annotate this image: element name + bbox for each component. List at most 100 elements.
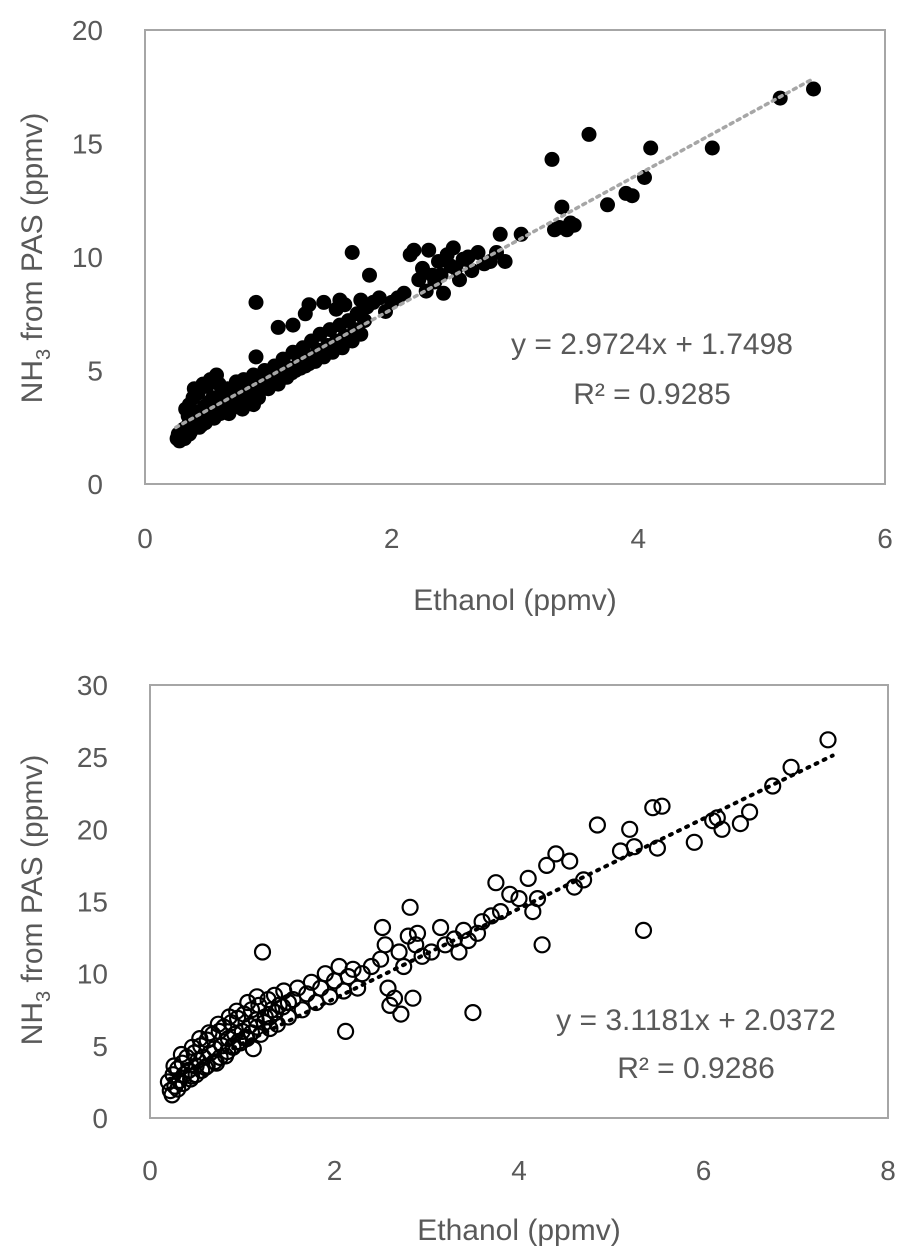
data-point (302, 973, 320, 991)
y-axis-title-rest: from PAS (ppmv) (16, 113, 49, 349)
data-point (464, 263, 480, 279)
data-point (764, 777, 782, 795)
x-tick-label: 0 (142, 1155, 158, 1186)
x-tick-label: 8 (880, 1155, 896, 1186)
data-point (401, 898, 419, 916)
data-point (588, 816, 607, 834)
data-point (224, 1038, 242, 1056)
data-point (404, 989, 422, 1007)
data-point (634, 921, 653, 940)
y-axis-title: NH3 from PAS (ppmv) (16, 113, 55, 404)
y-axis-title: NH3 from PAS (ppmv) (16, 755, 55, 1046)
data-point (406, 242, 422, 258)
x-tick-label: 4 (511, 1155, 527, 1186)
data-point (450, 943, 468, 961)
x-tick-labels: 0 2 4 6 (137, 523, 893, 554)
data-point (298, 985, 316, 1003)
y-tick-label: 30 (77, 670, 108, 701)
data-point (581, 126, 597, 142)
y-tick-label: 5 (87, 356, 103, 387)
data-point (182, 1070, 200, 1088)
data-point (337, 297, 353, 313)
y-tick-labels: 0 5 10 15 20 25 30 (77, 670, 108, 1134)
data-point (510, 889, 528, 908)
y-axis-title-main: NH (16, 360, 49, 403)
data-point (625, 838, 643, 856)
y-tick-label: 20 (77, 814, 108, 845)
data-point (782, 758, 800, 776)
chart-ethanol-vs-nh3-filled: 0 2 4 6 0 5 10 15 20 y = 2.9724x + 1.7498 R² = … (16, 15, 893, 617)
data-point (362, 267, 377, 283)
data-point (317, 344, 333, 360)
data-point (373, 918, 392, 937)
data-point (554, 199, 570, 215)
data-point (533, 936, 551, 954)
plot-area-frame (144, 29, 886, 485)
trend-r-squared: R² = 0.9285 (573, 378, 731, 411)
data-point (206, 1053, 224, 1071)
data-point (357, 313, 372, 329)
data-point (371, 290, 387, 306)
x-tick-label: 2 (384, 523, 400, 554)
data-point (163, 1086, 181, 1104)
data-point (445, 240, 461, 256)
data-point (497, 254, 513, 269)
trendline (174, 78, 813, 430)
data-point (411, 272, 427, 288)
data-point (611, 842, 630, 860)
data-point (279, 993, 297, 1012)
data-point (685, 833, 703, 851)
y-tick-label: 10 (77, 959, 108, 990)
x-tick-label: 6 (696, 1155, 712, 1186)
data-point (191, 1029, 209, 1048)
data-point (413, 947, 431, 965)
x-tick-label: 2 (327, 1155, 343, 1186)
data-point (600, 197, 615, 213)
scatter-points (159, 731, 837, 1104)
data-point (644, 799, 662, 817)
trend-r-squared: R² = 0.9286 (617, 1052, 775, 1085)
data-point (316, 294, 332, 310)
y-axis-title-main: NH (16, 1002, 49, 1045)
data-point (436, 285, 451, 301)
data-point (487, 874, 505, 892)
trendline (166, 753, 835, 1082)
y-axis-title-subscript: 3 (33, 349, 55, 360)
data-point (544, 151, 560, 167)
data-point (228, 1002, 246, 1020)
data-point (436, 936, 454, 954)
data-point (255, 1014, 273, 1032)
data-point (293, 1001, 311, 1019)
data-point (492, 226, 508, 242)
y-tick-label: 0 (87, 469, 103, 500)
data-point (643, 140, 659, 156)
plot-area-frame (149, 684, 889, 1119)
y-tick-label: 25 (77, 742, 108, 773)
data-point (513, 226, 529, 242)
data-point (330, 957, 348, 976)
y-tick-label: 20 (72, 15, 103, 46)
x-tick-label: 6 (877, 523, 893, 554)
data-point (731, 814, 750, 833)
x-axis-title: Ethanol (ppmv) (413, 584, 616, 617)
data-point (285, 317, 301, 333)
data-point (248, 988, 266, 1006)
data-point (396, 285, 412, 301)
data-point (432, 918, 450, 937)
data-point (464, 1003, 482, 1022)
data-point (713, 820, 731, 838)
data-point (248, 294, 264, 310)
data-point (301, 297, 317, 313)
y-axis-title-rest: from PAS (ppmv) (16, 755, 49, 991)
y-tick-label: 15 (72, 129, 103, 160)
data-point (740, 803, 759, 821)
data-point (648, 839, 667, 857)
data-point (422, 943, 440, 961)
x-axis-title: Ethanol (ppmv) (417, 1214, 620, 1247)
data-point (819, 731, 837, 749)
data-point (169, 1080, 187, 1098)
data-point (344, 960, 362, 978)
data-point (621, 820, 639, 838)
data-point (261, 1008, 279, 1026)
